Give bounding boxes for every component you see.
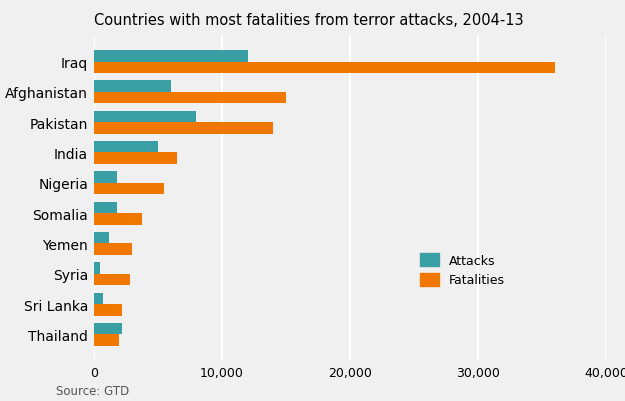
Bar — [94, 172, 117, 183]
Text: Source: GTD: Source: GTD — [56, 384, 129, 397]
Bar — [94, 274, 129, 286]
Bar — [94, 233, 109, 244]
Bar — [94, 51, 248, 62]
Bar — [94, 323, 122, 335]
Bar — [94, 335, 119, 346]
Legend: Attacks, Fatalities: Attacks, Fatalities — [416, 248, 510, 292]
Bar — [94, 304, 122, 316]
Bar — [94, 202, 117, 214]
Bar — [94, 81, 171, 93]
Bar — [94, 93, 286, 104]
Bar — [94, 214, 142, 225]
Bar — [94, 293, 102, 304]
Bar — [94, 244, 132, 255]
Bar — [94, 142, 158, 153]
Text: Countries with most fatalities from terror attacks, 2004-13: Countries with most fatalities from terr… — [94, 13, 523, 28]
Bar — [94, 153, 177, 164]
Bar — [94, 123, 273, 134]
Bar — [94, 183, 164, 195]
Bar — [94, 111, 196, 123]
Bar — [94, 263, 100, 274]
Bar — [94, 62, 555, 74]
